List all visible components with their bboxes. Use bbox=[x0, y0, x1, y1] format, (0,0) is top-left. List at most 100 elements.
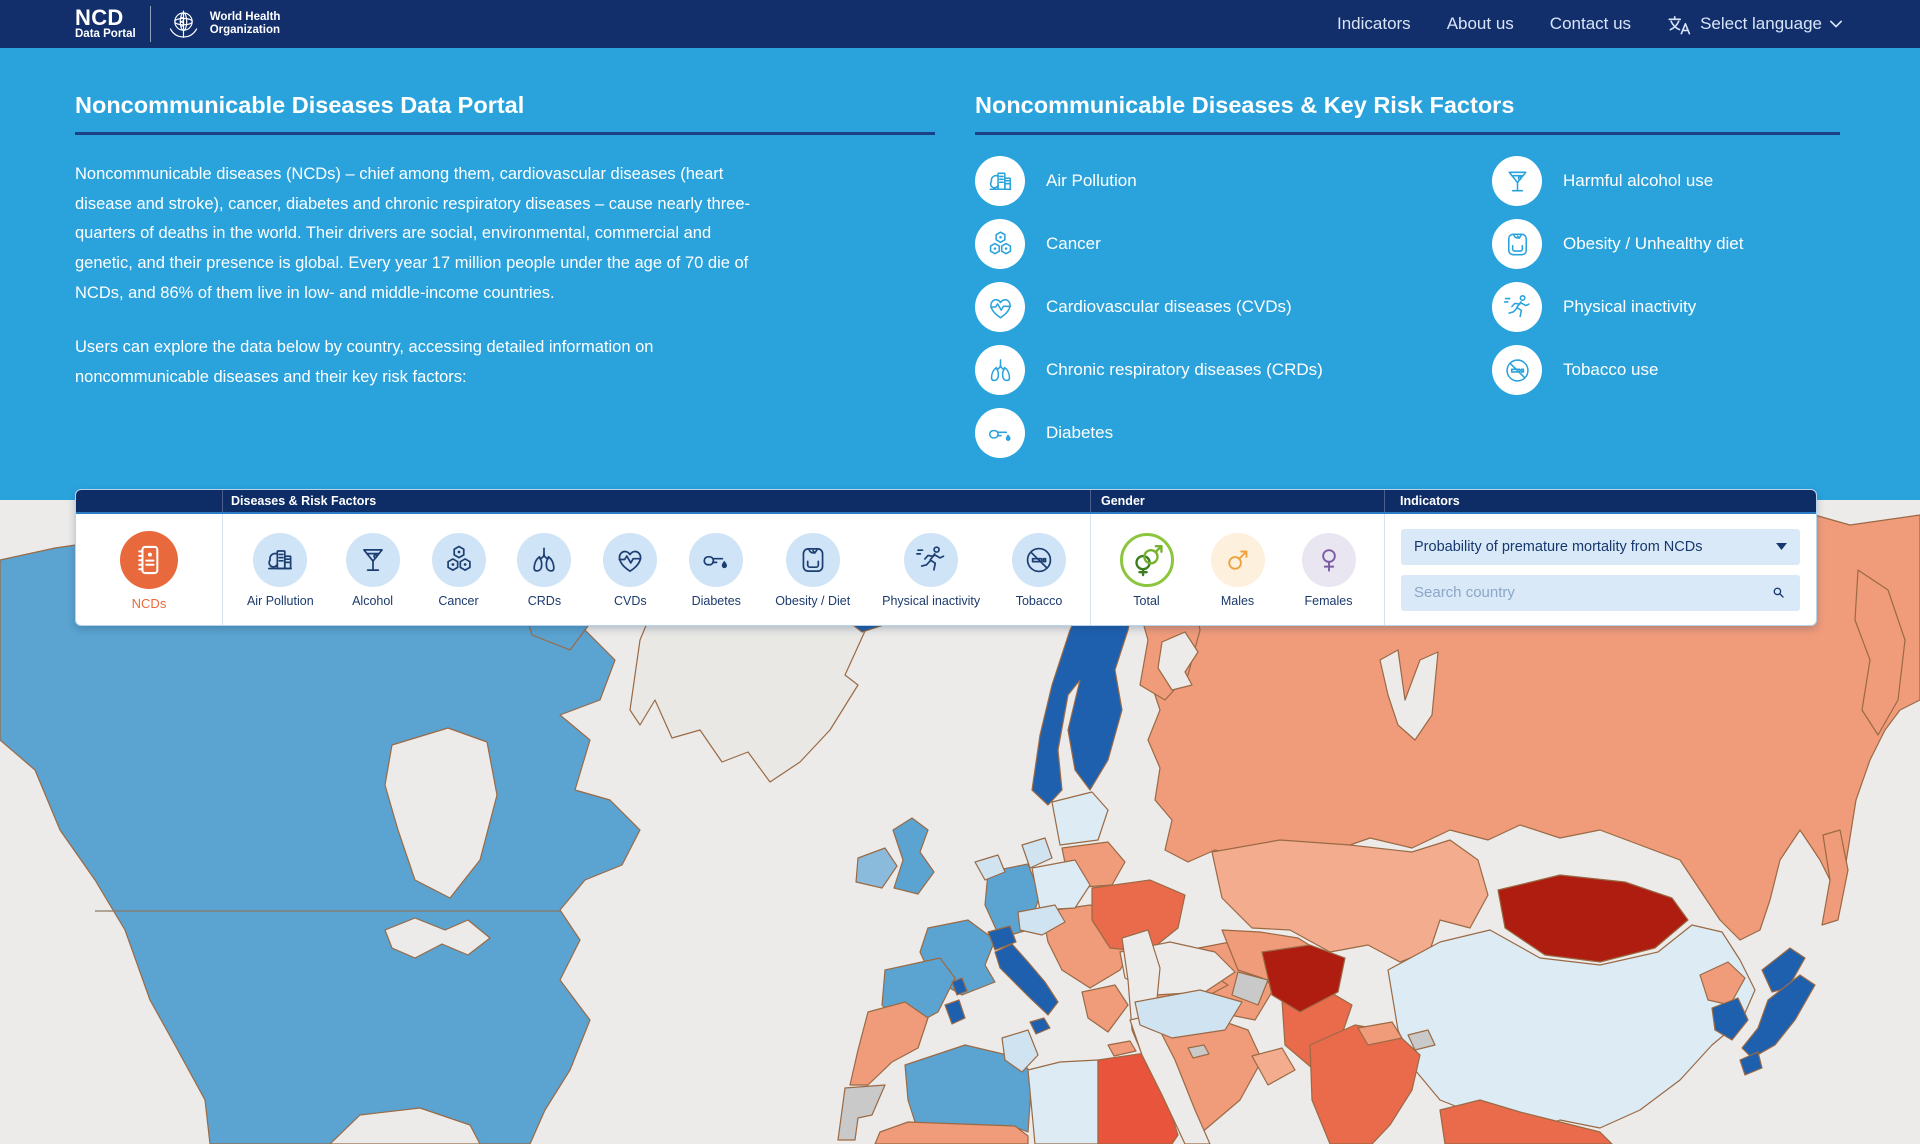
map-region-austria-czechia[interactable] bbox=[1017, 904, 1066, 936]
female-symbol-icon bbox=[1301, 533, 1356, 587]
weight-scale-icon bbox=[785, 533, 840, 587]
runner-icon bbox=[904, 533, 959, 587]
map-region-sakhalin[interactable] bbox=[1821, 829, 1849, 926]
nav-link-about-us[interactable]: About us bbox=[1446, 14, 1514, 33]
martini-glass-icon bbox=[345, 533, 400, 587]
country-search-box[interactable] bbox=[1401, 574, 1800, 611]
heart-pulse-icon bbox=[603, 533, 658, 587]
filter-diabetes-button[interactable]: Diabetes bbox=[689, 531, 744, 608]
caret-down-icon bbox=[1776, 543, 1787, 550]
map-region-turkmenistan[interactable] bbox=[1231, 971, 1269, 1006]
risk-item-cancer[interactable]: Cancer bbox=[975, 219, 1492, 269]
risk-item-tobacco[interactable]: Tobacco use bbox=[1492, 345, 1743, 395]
filter-ncds-button[interactable]: NCDs bbox=[120, 529, 178, 611]
risk-factors-panel: Noncommunicable Diseases & Key Risk Fact… bbox=[975, 48, 1840, 500]
intro-paragraph-1: Noncommunicable diseases (NCDs) – chief … bbox=[75, 165, 751, 302]
risk-item-obesity[interactable]: Obesity / Unhealthy diet bbox=[1492, 219, 1743, 269]
map-region-morocco[interactable] bbox=[849, 1001, 929, 1086]
map-region-japan-honshu[interactable] bbox=[1741, 974, 1816, 1059]
ncd-filter-cell: NCDs bbox=[76, 514, 222, 625]
map-region-benelux[interactable] bbox=[974, 854, 1006, 881]
risk-item-air-pollution[interactable]: Air Pollution bbox=[975, 156, 1492, 206]
map-region-south-korea[interactable] bbox=[1711, 997, 1749, 1041]
map-region-algeria[interactable] bbox=[904, 1044, 1033, 1135]
who-name: World Health Organization bbox=[209, 10, 281, 36]
gender-total-icon bbox=[1119, 533, 1174, 587]
select-language-menu[interactable]: Select language bbox=[1667, 13, 1842, 36]
filter-crds-button[interactable]: CRDs bbox=[517, 531, 572, 608]
nav-link-contact-us[interactable]: Contact us bbox=[1549, 14, 1632, 33]
map-region-afghanistan[interactable] bbox=[1261, 944, 1346, 1013]
risk-item-crd[interactable]: Chronic respiratory diseases (CRDs) bbox=[975, 345, 1492, 395]
cancer-cells-icon bbox=[975, 219, 1025, 269]
risk-factors-column-left: Air Pollution Cancer Cardiovascular dise… bbox=[975, 156, 1492, 458]
filter-tobacco-button[interactable]: Tobacco bbox=[1012, 531, 1067, 608]
gender-females-button[interactable]: Females bbox=[1301, 531, 1356, 608]
map-region-united-kingdom[interactable] bbox=[892, 817, 935, 895]
filter-cvds-button[interactable]: CVDs bbox=[603, 531, 658, 608]
ncd-logo[interactable]: NCD Data Portal bbox=[75, 4, 136, 41]
map-region-sicily[interactable] bbox=[1029, 1017, 1051, 1035]
map-region-ukraine[interactable] bbox=[1091, 879, 1186, 953]
map-region-crete[interactable] bbox=[1107, 1040, 1137, 1057]
map-region-libya[interactable] bbox=[1027, 1059, 1099, 1144]
who-logo[interactable]: World Health Organization bbox=[165, 6, 281, 43]
header-gender: Gender bbox=[1090, 490, 1384, 512]
indicator-dropdown[interactable]: Probability of premature mortality from … bbox=[1401, 528, 1800, 565]
risk-factors-title: Noncommunicable Diseases & Key Risk Fact… bbox=[975, 92, 1515, 118]
filter-cancer-button[interactable]: Cancer bbox=[431, 531, 486, 608]
map-region-japan-kyushu[interactable] bbox=[1739, 1051, 1763, 1076]
world-choropleth-map[interactable] bbox=[0, 500, 1920, 1144]
filter-obesity-button[interactable]: Obesity / Diet bbox=[775, 531, 850, 608]
header-ncd-spacer bbox=[76, 490, 222, 512]
heart-pulse-icon bbox=[975, 282, 1025, 332]
search-country-input[interactable] bbox=[1414, 584, 1770, 601]
map-region-mongolia[interactable] bbox=[1497, 874, 1689, 963]
diseases-filter-cell: Air Pollution Alcohol Cancer CRDs CVDs bbox=[222, 514, 1090, 625]
map-region-bhutan[interactable] bbox=[1407, 1029, 1436, 1051]
map-region-nepal[interactable] bbox=[1357, 1021, 1403, 1046]
risk-item-diabetes[interactable]: Diabetes bbox=[975, 408, 1492, 458]
map-region-japan-hokkaido[interactable] bbox=[1761, 947, 1806, 993]
risk-item-cvd[interactable]: Cardiovascular diseases (CVDs) bbox=[975, 282, 1492, 332]
filter-alcohol-button[interactable]: Alcohol bbox=[345, 531, 400, 608]
map-region-north-korea[interactable] bbox=[1699, 961, 1746, 1006]
map-region-switzerland[interactable] bbox=[987, 925, 1017, 951]
map-region-southeast-asia[interactable] bbox=[1439, 1099, 1613, 1144]
map-region-sardinia[interactable] bbox=[944, 999, 966, 1025]
map-region-western-sahara[interactable] bbox=[837, 1084, 886, 1141]
risk-title-underline bbox=[975, 132, 1840, 135]
map-group-very-light-blue bbox=[1027, 791, 1756, 1144]
intro-paragraph-2: Users can explore the data below by coun… bbox=[75, 338, 654, 387]
nav-link-indicators[interactable]: Indicators bbox=[1336, 14, 1411, 33]
ncd-notebook-icon bbox=[120, 530, 178, 589]
filter-air-pollution-button[interactable]: Air Pollution bbox=[247, 531, 314, 608]
map-region-denmark[interactable] bbox=[1021, 837, 1053, 869]
risk-item-inactivity[interactable]: Physical inactivity bbox=[1492, 282, 1743, 332]
map-region-italy[interactable] bbox=[994, 943, 1059, 1016]
map-region-corsica[interactable] bbox=[951, 977, 968, 996]
runner-icon bbox=[1492, 282, 1542, 332]
map-region-ireland[interactable] bbox=[855, 847, 898, 889]
map-filter-bar: Diseases & Risk Factors Gender Indicator… bbox=[75, 489, 1817, 626]
map-region-gulf-states[interactable] bbox=[1251, 1047, 1296, 1086]
map-region-cyprus[interactable] bbox=[1187, 1044, 1210, 1059]
title-underline bbox=[75, 132, 935, 135]
hand-drop-icon bbox=[689, 533, 744, 587]
who-emblem-icon bbox=[169, 10, 198, 38]
map-region-greece[interactable] bbox=[1081, 984, 1129, 1033]
filter-inactivity-button[interactable]: Physical inactivity bbox=[882, 531, 980, 608]
ncd-logo-title: NCD bbox=[75, 4, 124, 30]
map-region-kazakhstan[interactable] bbox=[1211, 839, 1489, 963]
map-region-kamchatka[interactable] bbox=[1854, 569, 1906, 736]
map-region-baltics[interactable] bbox=[1051, 791, 1109, 846]
map-region-mali-mauritania[interactable] bbox=[874, 1121, 1029, 1144]
map-water-white-sea bbox=[1157, 631, 1199, 691]
gender-males-button[interactable]: Males bbox=[1210, 531, 1265, 608]
map-region-turkey[interactable] bbox=[1134, 989, 1243, 1039]
risk-item-alcohol[interactable]: Harmful alcohol use bbox=[1492, 156, 1743, 206]
map-region-poland[interactable] bbox=[1031, 859, 1091, 911]
gender-total-button[interactable]: Total bbox=[1119, 531, 1174, 608]
map-region-tunisia[interactable] bbox=[1001, 1029, 1039, 1073]
indicators-cell: Probability of premature mortality from … bbox=[1384, 514, 1816, 625]
